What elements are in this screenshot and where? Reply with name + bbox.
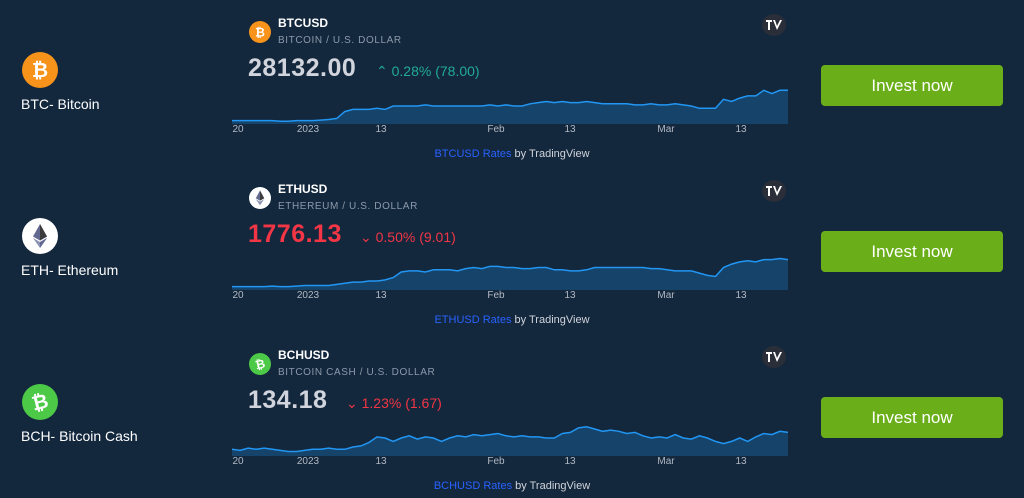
tick-label: Feb [487, 456, 505, 467]
coin-label: BTC- Bitcoin [21, 96, 100, 112]
tick-label: 13 [375, 290, 387, 301]
ticker-widget[interactable]: ETHUSD ETHEREUM / U.S. DOLLAR 1776.13 ⌄ … [232, 166, 792, 332]
svg-text:₿: ₿ [32, 60, 48, 82]
tick-label: 2023 [296, 290, 320, 301]
tradingview-logo-icon[interactable] [762, 346, 786, 368]
tick-label: 13 [375, 456, 387, 467]
tick-label: 13 [564, 456, 576, 467]
tick-label: 2023 [296, 456, 320, 467]
tick-label: Feb [487, 124, 505, 135]
change-value: 1.23% (1.67) [361, 395, 442, 411]
ticker-subtitle: BITCOIN CASH / U.S. DOLLAR [278, 367, 436, 378]
asset-row-eth: ETH- Ethereum ETHUSD ETHEREUM / U.S. DOL… [0, 166, 1024, 332]
asset-row-btc: ₿ BTC- Bitcoin ₿ BTCUSD BITCOIN / U.S. D… [0, 0, 1024, 166]
chart-area [232, 90, 788, 124]
arrow-down-icon: ⌄ [346, 395, 358, 411]
rates-link[interactable]: ETHUSD Rates [434, 314, 512, 326]
credit-text: by TradingView [511, 148, 590, 160]
tick-label: 20 [232, 456, 244, 467]
tradingview-credit: ETHUSD Rates by TradingView [232, 314, 792, 326]
arrow-down-icon: ⌄ [360, 229, 372, 245]
tick-label: Mar [657, 124, 675, 135]
svg-text:₿: ₿ [254, 356, 267, 372]
price-chart[interactable] [232, 254, 788, 290]
svg-text:₿: ₿ [255, 26, 265, 40]
invest-now-button[interactable]: Invest now [821, 397, 1003, 438]
ticker-price: 1776.13 [248, 220, 342, 248]
rates-link[interactable]: BTCUSD Rates [434, 148, 512, 160]
bitcoin-cash-icon: ₿ [22, 384, 58, 420]
tick-label: 13 [564, 124, 576, 135]
tick-label: 13 [735, 456, 747, 467]
ticker-subtitle: ETHEREUM / U.S. DOLLAR [278, 201, 418, 212]
tradingview-credit: BCHUSD Rates by TradingView [232, 480, 792, 492]
ticker-symbol[interactable]: ETHUSD [278, 182, 328, 196]
tradingview-logo-icon[interactable] [762, 180, 786, 202]
credit-text: by TradingView [511, 314, 590, 326]
ticker-symbol[interactable]: BTCUSD [278, 16, 328, 30]
chart-area [232, 426, 788, 456]
ethereum-icon [249, 187, 271, 209]
change-value: 0.28% (78.00) [391, 63, 480, 79]
tick-label: 2023 [296, 124, 320, 135]
time-axis: 20 2023 13 Feb 13 Mar 13 [232, 456, 792, 470]
ticker-widget[interactable]: ₿ BTCUSD BITCOIN / U.S. DOLLAR 28132.00 … [232, 0, 792, 166]
chart-area [232, 258, 788, 290]
tick-label: 13 [735, 290, 747, 301]
price-change: ⌃ 0.28% (78.00) [376, 63, 480, 80]
ticker-widget[interactable]: ₿ BCHUSD BITCOIN CASH / U.S. DOLLAR 134.… [232, 332, 792, 498]
tradingview-credit: BTCUSD Rates by TradingView [232, 148, 792, 160]
time-axis: 20 2023 13 Feb 13 Mar 13 [232, 124, 792, 138]
tick-label: 13 [564, 290, 576, 301]
credit-text: by TradingView [512, 480, 591, 492]
tick-label: 13 [375, 124, 387, 135]
coin-label: ETH- Ethereum [21, 262, 119, 278]
tick-label: 20 [232, 290, 244, 301]
ticker-price: 134.18 [248, 386, 328, 414]
ticker-symbol[interactable]: BCHUSD [278, 348, 330, 362]
arrow-up-icon: ⌃ [376, 63, 388, 79]
bitcoin-cash-icon: ₿ [249, 353, 271, 375]
coin-label: BCH- Bitcoin Cash [21, 428, 138, 444]
price-chart[interactable] [232, 420, 788, 456]
svg-text:₿: ₿ [30, 390, 51, 415]
tick-label: Mar [657, 456, 675, 467]
tick-label: Mar [657, 290, 675, 301]
price-chart[interactable] [232, 88, 788, 124]
bitcoin-icon: ₿ [249, 21, 271, 43]
rates-link[interactable]: BCHUSD Rates [433, 480, 513, 492]
price-change: ⌄ 1.23% (1.67) [346, 395, 442, 412]
ethereum-icon [22, 218, 58, 254]
asset-row-bch: ₿ BCH- Bitcoin Cash ₿ BCHUSD BITCOIN CAS… [0, 332, 1024, 498]
change-value: 0.50% (9.01) [375, 229, 456, 245]
tick-label: 20 [232, 124, 244, 135]
bitcoin-icon: ₿ [22, 52, 58, 88]
invest-now-button[interactable]: Invest now [821, 65, 1003, 106]
time-axis: 20 2023 13 Feb 13 Mar 13 [232, 290, 792, 304]
chart-line [232, 257, 788, 288]
tick-label: 13 [735, 124, 747, 135]
ticker-subtitle: BITCOIN / U.S. DOLLAR [278, 35, 402, 46]
tick-label: Feb [487, 290, 505, 301]
chart-line [232, 426, 788, 453]
price-change: ⌄ 0.50% (9.01) [360, 229, 456, 246]
chart-line [232, 89, 788, 122]
ticker-price: 28132.00 [248, 54, 357, 82]
tradingview-logo-icon[interactable] [762, 14, 786, 36]
invest-now-button[interactable]: Invest now [821, 231, 1003, 272]
